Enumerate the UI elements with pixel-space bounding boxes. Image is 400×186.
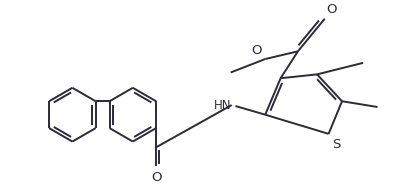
Text: O: O: [251, 44, 262, 57]
Text: O: O: [151, 171, 161, 184]
Text: S: S: [332, 138, 341, 151]
Text: O: O: [327, 3, 337, 16]
Text: HN: HN: [214, 99, 232, 112]
